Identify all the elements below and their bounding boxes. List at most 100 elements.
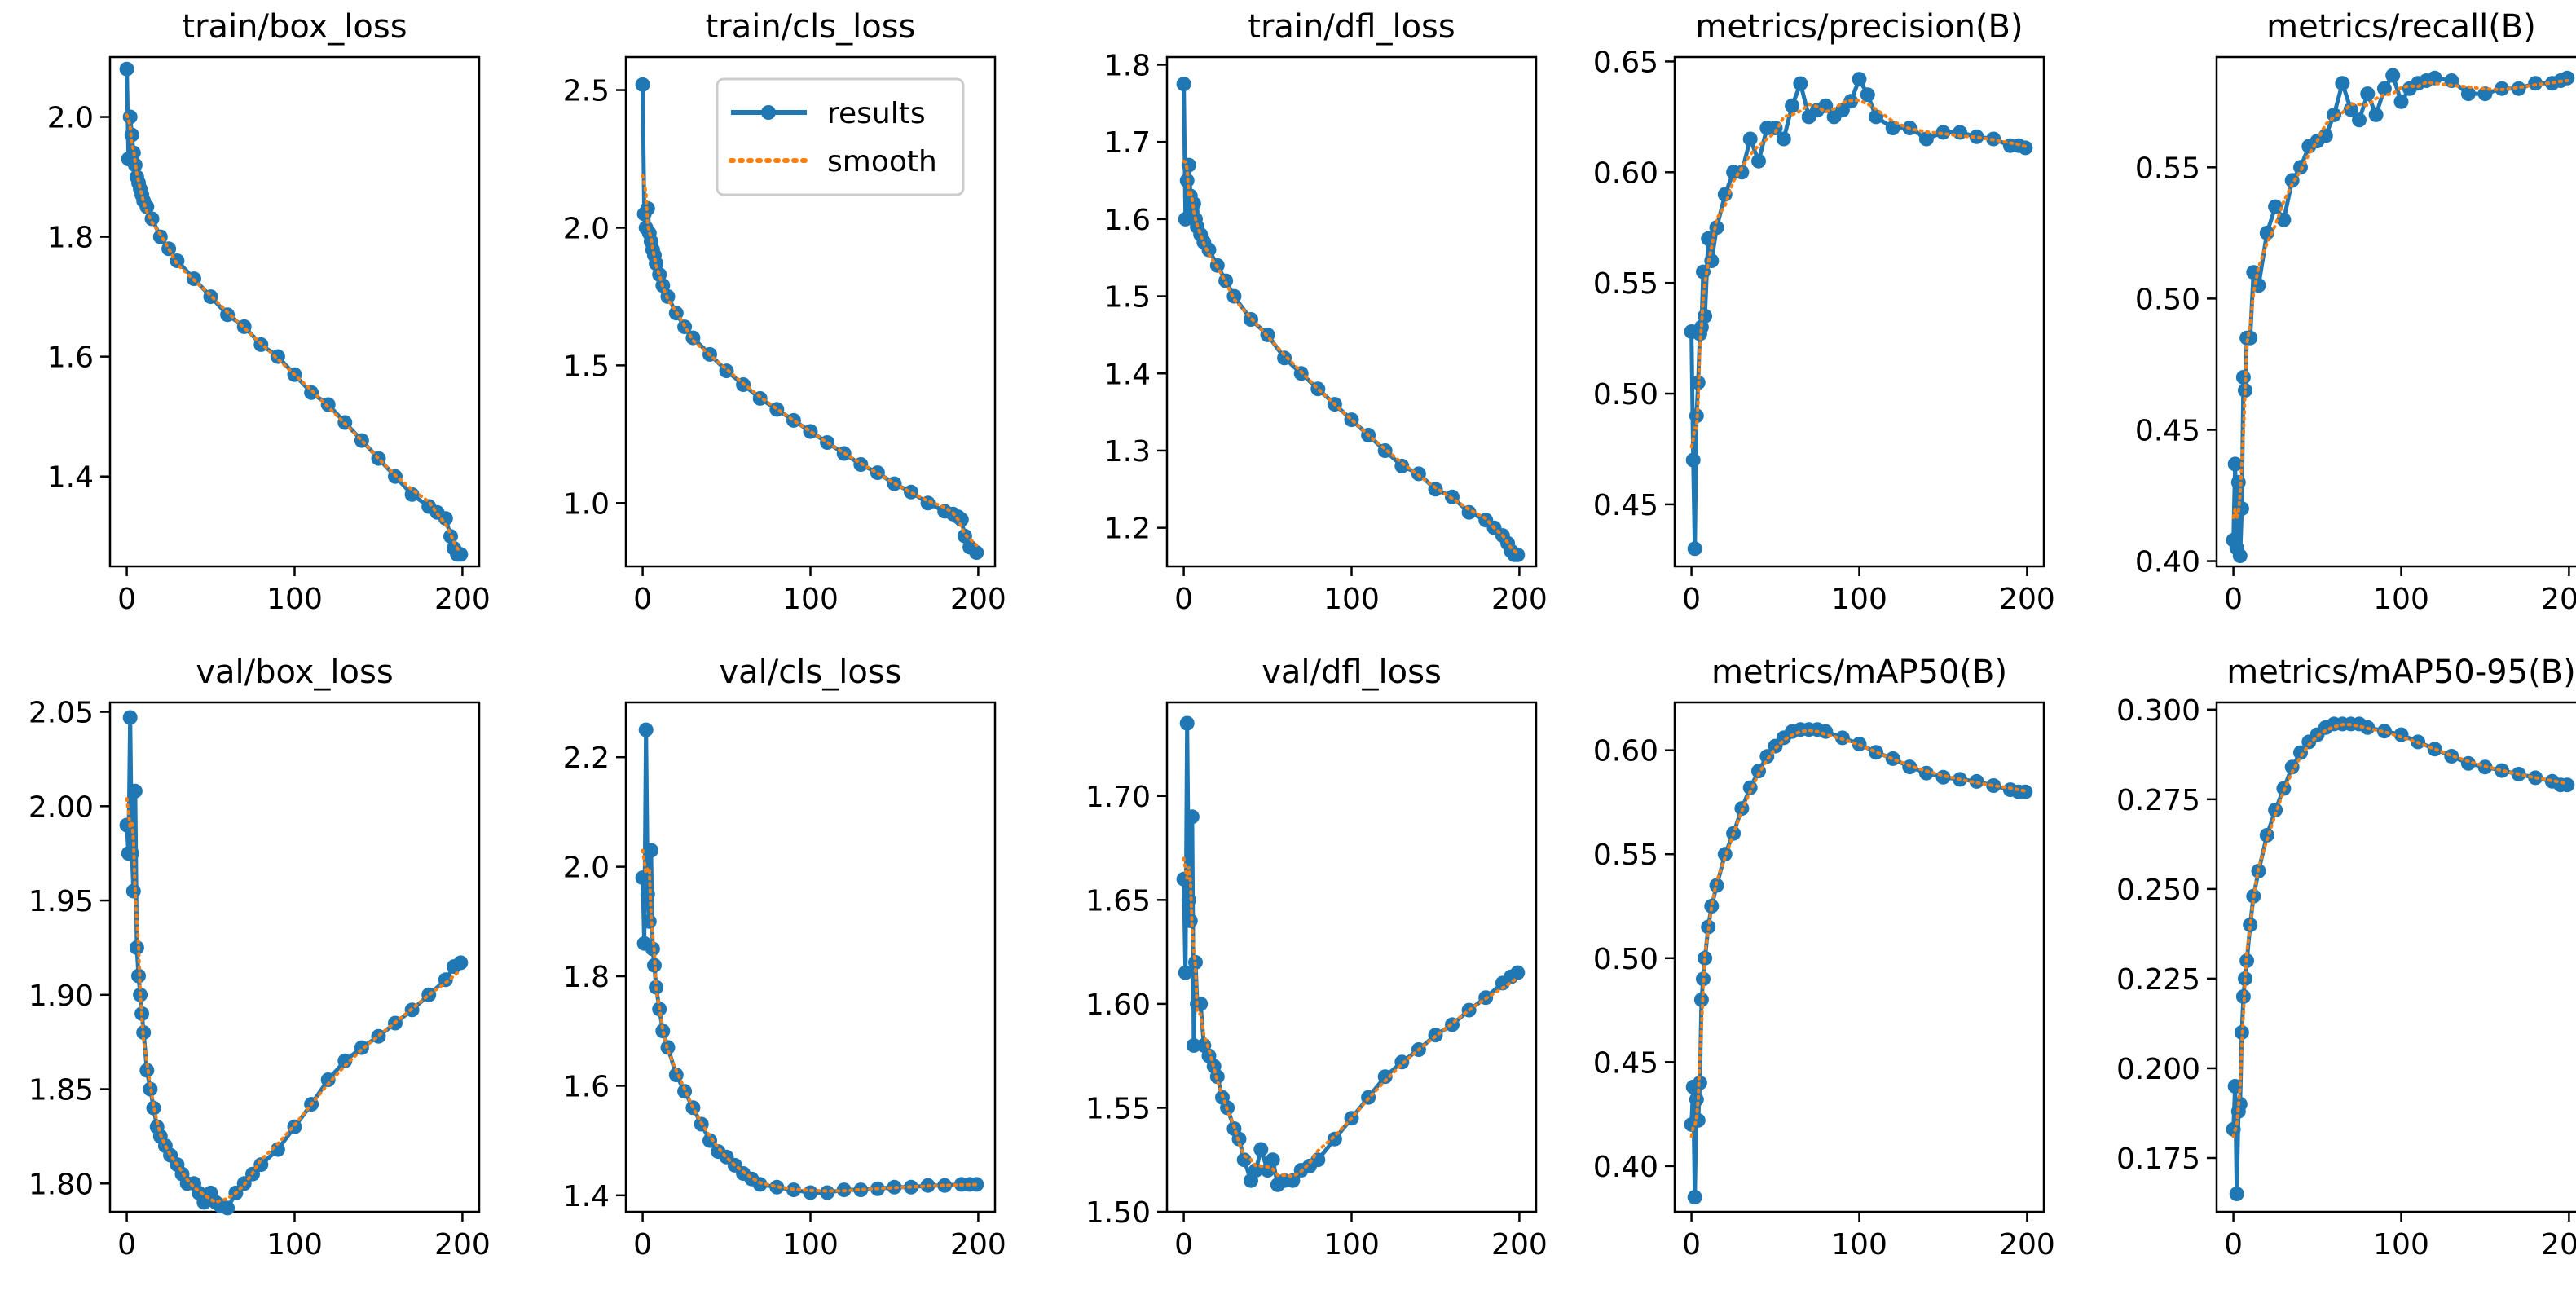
y-tick-label: 1.60 <box>1085 988 1151 1022</box>
results-point <box>803 424 818 439</box>
chart-title: metrics/mAP50-95(B) <box>2226 654 2575 691</box>
results-point <box>640 887 655 902</box>
results-point <box>236 319 252 334</box>
results-point <box>655 1024 671 1039</box>
results-point <box>643 843 658 858</box>
results-point <box>320 1072 336 1087</box>
legend-results-label: results <box>827 97 926 130</box>
y-tick-label: 1.5 <box>563 350 610 383</box>
results-point <box>2018 784 2033 799</box>
results-point <box>2495 763 2509 778</box>
results-point <box>1704 899 1720 914</box>
y-tick-label: 0.60 <box>1593 156 1658 190</box>
y-tick-label: 1.4 <box>563 1180 610 1213</box>
results-point <box>1461 504 1477 520</box>
y-tick-label: 0.200 <box>2116 1053 2200 1086</box>
y-tick-label: 0.45 <box>2135 414 2200 447</box>
x-tick-label: 0 <box>117 1228 136 1261</box>
y-tick-label: 1.5 <box>1104 281 1151 315</box>
results-point <box>127 783 143 799</box>
results-point <box>453 955 469 971</box>
results-point <box>1226 288 1242 304</box>
results-point <box>1698 308 1713 324</box>
x-tick-label: 0 <box>117 583 136 616</box>
chart-title: train/box_loss <box>182 8 407 46</box>
y-tick-label: 1.95 <box>29 885 94 918</box>
y-tick-label: 0.50 <box>1593 943 1658 976</box>
x-tick-label: 200 <box>950 583 1006 616</box>
x-tick-label: 0 <box>633 1228 652 1261</box>
y-tick-label: 2.0 <box>563 212 610 245</box>
results-point <box>1935 125 1951 140</box>
results-point <box>853 1182 869 1198</box>
y-tick-label: 2.05 <box>29 697 94 730</box>
x-tick-label: 200 <box>434 1228 491 1261</box>
smooth-line <box>641 174 979 548</box>
x-tick-label: 100 <box>782 1228 839 1261</box>
x-tick-label: 100 <box>1323 583 1380 616</box>
subplot-5: val/box_loss 0 100 200 1.80 1.85 1.90 1.95 2.00 2… <box>29 654 491 1261</box>
y-tick-label: 1.0 <box>563 487 610 521</box>
x-tick-label: 0 <box>1174 1228 1193 1261</box>
subplot-2: train/dfl_loss 0 100 200 1.2 1.3 1.4 1.5 1.6 1.7 1… <box>1104 8 1548 616</box>
chart-title: train/dfl_loss <box>1248 8 1455 46</box>
results-point <box>1510 965 1526 980</box>
results-point <box>1236 1152 1252 1168</box>
y-tick-label: 1.50 <box>1085 1196 1151 1230</box>
results-point <box>1953 125 1967 140</box>
results-point <box>2376 724 2392 739</box>
y-tick-label: 0.50 <box>1593 378 1658 412</box>
chart-title: val/cls_loss <box>720 654 902 691</box>
results-point <box>2259 225 2274 240</box>
results-point <box>124 846 139 861</box>
y-tick-label: 0.275 <box>2116 784 2200 817</box>
subplot-3: metrics/precision(B) 0 100 200 0.45 0.50 0.55 0… <box>1593 8 2055 616</box>
results-point <box>1852 72 1867 87</box>
results-point <box>1377 1069 1393 1085</box>
x-tick-label: 200 <box>434 583 491 616</box>
results-point <box>937 1178 953 1193</box>
x-tick-label: 0 <box>2224 583 2243 616</box>
results-point <box>786 412 801 428</box>
results-point <box>635 77 650 92</box>
results-point <box>685 330 701 346</box>
y-tick-label: 0.45 <box>1593 489 1658 522</box>
y-tick-label: 0.225 <box>2116 963 2200 997</box>
x-tick-label: 100 <box>2373 583 2429 616</box>
results-point <box>1687 541 1702 557</box>
x-tick-label: 200 <box>1491 583 1548 616</box>
y-tick-label: 1.85 <box>29 1074 94 1107</box>
results-point <box>2226 1121 2241 1137</box>
subplot-0: train/box_loss 0 100 200 1.4 1.6 1.8 2.0 <box>47 8 491 616</box>
results-point <box>752 390 768 406</box>
results-point <box>220 307 236 323</box>
results-point <box>2360 86 2376 102</box>
results-point <box>270 349 285 364</box>
y-tick-label: 0.300 <box>2116 694 2200 728</box>
results-point <box>1218 273 1234 288</box>
results-point <box>1698 950 1713 966</box>
results-point <box>1201 242 1217 258</box>
x-tick-label: 200 <box>1491 1228 1548 1261</box>
results-point <box>1751 153 1766 169</box>
results-point <box>220 1200 236 1216</box>
x-tick-label: 100 <box>1831 1228 1887 1261</box>
results-point <box>119 817 134 833</box>
results-point <box>1277 350 1292 366</box>
results-point <box>953 512 969 527</box>
y-tick-label: 0.55 <box>1593 839 1658 872</box>
results-point <box>1776 131 1791 147</box>
results-point <box>1265 1152 1280 1168</box>
y-tick-label: 0.40 <box>1593 1151 1658 1184</box>
results-point <box>337 1053 353 1068</box>
y-tick-label: 0.60 <box>1593 735 1658 768</box>
chart-title: metrics/precision(B) <box>1695 8 2023 46</box>
x-tick-label: 100 <box>1831 583 1887 616</box>
results-point <box>122 109 138 125</box>
results-point <box>2235 988 2251 1004</box>
y-tick-label: 1.8 <box>563 961 610 994</box>
x-tick-label: 0 <box>1682 583 1701 616</box>
results-point <box>2284 759 2300 775</box>
results-point <box>2460 755 2476 771</box>
results-point <box>1918 131 1934 147</box>
